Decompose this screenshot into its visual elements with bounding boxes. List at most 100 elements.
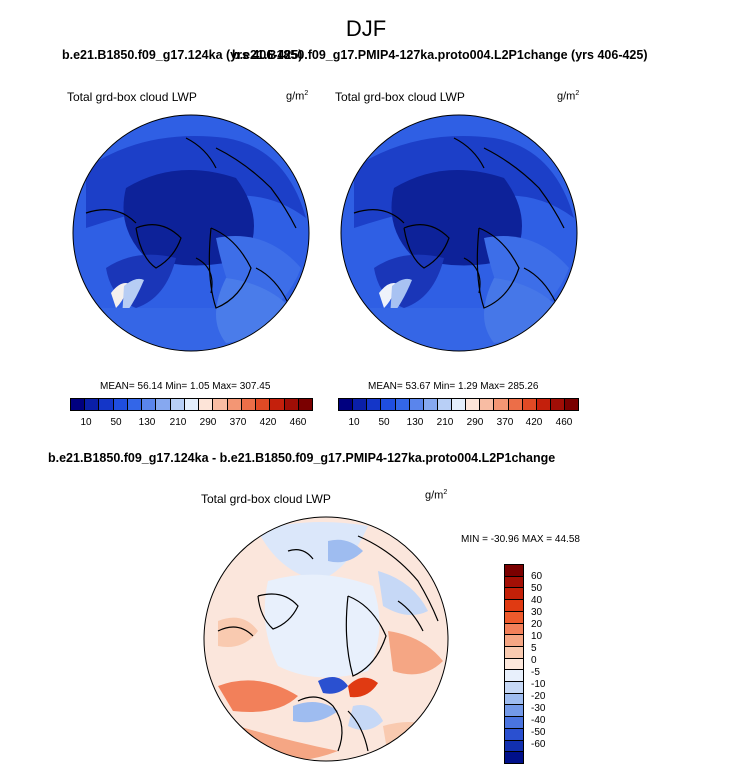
colorbar-label: 30 bbox=[531, 607, 543, 618]
right-colorbar-bin bbox=[409, 399, 424, 410]
left-colorbar-bin bbox=[298, 399, 312, 410]
colorbar-label: 0 bbox=[531, 655, 537, 666]
colorbar-tick: 130 bbox=[138, 417, 156, 428]
right-colorbar-bin bbox=[395, 399, 410, 410]
right-colorbar-bin bbox=[480, 399, 495, 410]
difference-panel-unit: g/m2 bbox=[425, 489, 448, 502]
right-panel-label: Total grd-box cloud LWP bbox=[335, 90, 465, 104]
difference-panel-label: Total grd-box cloud LWP bbox=[201, 492, 331, 506]
right-colorbar-bin bbox=[339, 399, 354, 410]
left-colorbar-bin bbox=[284, 399, 299, 410]
difference-colorbar-bin bbox=[505, 611, 523, 624]
left-colorbar-bin bbox=[113, 399, 128, 410]
difference-colorbar-bin bbox=[505, 752, 523, 763]
left-colorbar-bin bbox=[142, 399, 157, 410]
left-colorbar-bin bbox=[99, 399, 114, 410]
colorbar-label: -5 bbox=[531, 667, 540, 678]
colorbar-tick: 10 bbox=[80, 417, 92, 428]
colorbar-label: 60 bbox=[531, 571, 543, 582]
right-colorbar-bin bbox=[494, 399, 509, 410]
right-colorbar-bin bbox=[508, 399, 523, 410]
left-colorbar-bin bbox=[241, 399, 257, 410]
left-colorbar-bin bbox=[256, 399, 271, 410]
left-polar-map bbox=[72, 114, 310, 352]
right-colorbar-bin bbox=[466, 399, 481, 410]
difference-colorbar-bin bbox=[505, 588, 523, 601]
difference-colorbar-bin bbox=[505, 740, 523, 753]
difference-colorbar-bin bbox=[505, 565, 523, 577]
left-panel-label: Total grd-box cloud LWP bbox=[67, 90, 197, 104]
colorbar-tick: 10 bbox=[348, 417, 360, 428]
difference-colorbar-bin bbox=[505, 600, 523, 612]
colorbar-tick: 370 bbox=[229, 417, 247, 428]
right-run-title: b.e21.B1850.f09_g17.PMIP4-127ka.proto004… bbox=[232, 48, 648, 62]
colorbar-label: 50 bbox=[531, 583, 543, 594]
colorbar-tick: 50 bbox=[378, 417, 390, 428]
left-panel-unit: g/m2 bbox=[286, 90, 309, 103]
colorbar-tick: 210 bbox=[436, 417, 454, 428]
left-colorbar-bin bbox=[170, 399, 185, 410]
colorbar-label: 40 bbox=[531, 595, 543, 606]
right-colorbar-bin bbox=[381, 399, 396, 410]
left-colorbar-bin bbox=[71, 399, 86, 410]
colorbar-tick: 460 bbox=[289, 417, 307, 428]
right-panel-unit: g/m2 bbox=[557, 90, 580, 103]
right-colorbar-bin bbox=[367, 399, 382, 410]
left-colorbar-ticks: 10 50 130 210 290 370 420 460 bbox=[70, 417, 313, 431]
colorbar-label: 5 bbox=[531, 643, 537, 654]
colorbar-tick: 290 bbox=[199, 417, 217, 428]
colorbar-tick: 210 bbox=[169, 417, 187, 428]
difference-colorbar-bin bbox=[505, 623, 523, 636]
colorbar-label: -40 bbox=[531, 715, 546, 726]
difference-colorbar-bin bbox=[505, 693, 523, 706]
difference-colorbar-bin bbox=[505, 646, 523, 659]
colorbar-tick: 370 bbox=[496, 417, 514, 428]
colorbar-tick: 420 bbox=[525, 417, 543, 428]
colorbar-tick: 290 bbox=[466, 417, 484, 428]
colorbar-label: -60 bbox=[531, 739, 546, 750]
right-colorbar-bin bbox=[565, 399, 579, 410]
right-colorbar-bin bbox=[423, 399, 438, 410]
difference-colorbar-bin bbox=[505, 658, 523, 671]
right-panel-stats: MEAN= 53.67 Min= 1.29 Max= 285.26 bbox=[368, 381, 539, 392]
right-colorbar-bin bbox=[550, 399, 565, 410]
difference-colorbar-bin bbox=[505, 717, 523, 729]
left-panel-stats: MEAN= 56.14 Min= 1.05 Max= 307.45 bbox=[100, 381, 271, 392]
difference-polar-map bbox=[203, 516, 449, 762]
left-colorbar-bin bbox=[270, 399, 285, 410]
difference-title: b.e21.B1850.f09_g17.124ka - b.e21.B1850.… bbox=[48, 451, 556, 465]
difference-colorbar-bin bbox=[505, 728, 523, 741]
difference-colorbar-bin bbox=[505, 705, 523, 718]
colorbar-label: 20 bbox=[531, 619, 543, 630]
colorbar-label: -20 bbox=[531, 691, 546, 702]
left-colorbar-bin bbox=[227, 399, 242, 410]
right-colorbar-bin bbox=[452, 399, 467, 410]
colorbar-label: 10 bbox=[531, 631, 543, 642]
left-colorbar-bin bbox=[156, 399, 171, 410]
colorbar-tick: 460 bbox=[555, 417, 573, 428]
colorbar-tick: 420 bbox=[259, 417, 277, 428]
right-colorbar-bin bbox=[437, 399, 452, 410]
right-colorbar-bin bbox=[353, 399, 368, 410]
right-colorbar-ticks: 10 50 130 210 290 370 420 460 bbox=[338, 417, 579, 431]
left-run-title: b.e21.B1850.f09_g17.124ka (yrs 406-425) bbox=[62, 48, 303, 62]
difference-colorbar-bin bbox=[505, 682, 523, 694]
left-colorbar bbox=[70, 398, 313, 411]
difference-colorbar-bin bbox=[505, 635, 523, 647]
colorbar-label: -30 bbox=[531, 703, 546, 714]
colorbar-tick: 130 bbox=[406, 417, 424, 428]
left-colorbar-bin bbox=[85, 399, 100, 410]
colorbar-label: -50 bbox=[531, 727, 546, 738]
difference-colorbar bbox=[504, 564, 524, 764]
left-colorbar-bin bbox=[184, 399, 200, 410]
right-colorbar-bin bbox=[522, 399, 537, 410]
difference-minmax: MIN = -30.96 MAX = 44.58 bbox=[461, 534, 580, 545]
right-polar-map bbox=[340, 114, 578, 352]
colorbar-tick: 50 bbox=[110, 417, 122, 428]
right-colorbar bbox=[338, 398, 579, 411]
season-title: DJF bbox=[345, 16, 387, 41]
left-colorbar-bin bbox=[127, 399, 143, 410]
left-colorbar-bin bbox=[213, 399, 228, 410]
difference-colorbar-bin bbox=[505, 670, 523, 683]
colorbar-label: -10 bbox=[531, 679, 546, 690]
